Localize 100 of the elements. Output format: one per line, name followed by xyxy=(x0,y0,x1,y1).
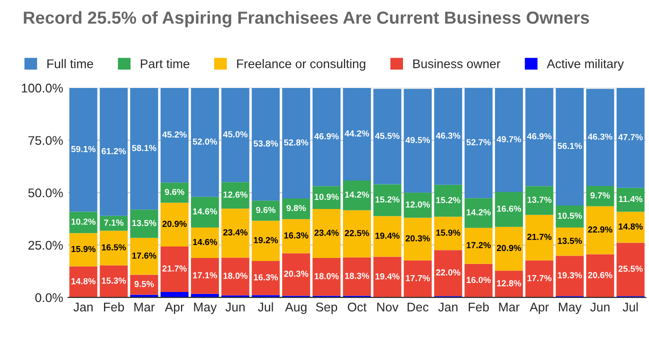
x-tick-label: Aug xyxy=(285,302,306,314)
data-label: 15.9% xyxy=(436,230,460,236)
data-label: 10.5% xyxy=(558,212,582,219)
data-label: 49.7% xyxy=(496,136,522,142)
data-label: 9.7% xyxy=(590,192,610,198)
x-tick-label: Feb xyxy=(468,302,489,312)
chart-title: Record 25.5% of Aspiring Franchisees Are Current Business Owners xyxy=(24,11,589,28)
data-label: 46.9% xyxy=(527,133,552,140)
data-label: 21.7% xyxy=(162,265,187,272)
data-label: 16.5% xyxy=(102,244,126,250)
x-tick-label: Jan xyxy=(73,302,93,312)
data-label: 47.7% xyxy=(618,134,643,140)
data-label: 19.3% xyxy=(558,272,582,278)
data-label: 16.6% xyxy=(497,206,522,212)
data-label: 9.6% xyxy=(164,188,184,196)
data-label: 14.2% xyxy=(466,209,491,216)
data-label: 7.1% xyxy=(104,220,124,226)
legend-label: Part time xyxy=(140,59,190,68)
data-label: 13.5% xyxy=(132,220,156,226)
data-label: 52.0% xyxy=(192,138,218,145)
data-label: 15.3% xyxy=(102,278,126,284)
data-label: 9.5% xyxy=(134,280,154,288)
data-label: 23.4% xyxy=(223,229,248,236)
data-label: 22.5% xyxy=(344,230,370,236)
y-tick-label: 75.0% xyxy=(28,136,63,145)
y-tick-label: 50.0% xyxy=(28,188,63,198)
data-label: 46.3% xyxy=(588,134,612,140)
data-label: 16.3% xyxy=(254,274,278,280)
data-label: 12.8% xyxy=(497,280,522,286)
data-label: 17.6% xyxy=(132,252,156,259)
data-label: 59.1% xyxy=(71,146,96,152)
legend-label: Business owner xyxy=(413,59,500,68)
data-label: 14.2% xyxy=(345,192,370,198)
data-label: 17.7% xyxy=(406,275,430,282)
data-label: 14.8% xyxy=(618,223,643,230)
data-label: 20.6% xyxy=(588,272,612,278)
data-label: 22.9% xyxy=(588,226,612,233)
data-label: 17.2% xyxy=(466,242,491,248)
data-label: 20.9% xyxy=(496,244,522,252)
data-label: 15.2% xyxy=(375,196,400,203)
data-label: 52.8% xyxy=(284,139,308,146)
data-label: 18.3% xyxy=(345,272,370,279)
data-label: 45.0% xyxy=(223,131,248,138)
data-label: 15.9% xyxy=(71,246,96,252)
data-label: 10.9% xyxy=(314,194,339,200)
data-label: 46.9% xyxy=(314,133,339,140)
x-tick-label: Jun xyxy=(590,302,610,312)
data-label: 17.7% xyxy=(528,275,552,282)
x-tick-label: Apr xyxy=(530,302,549,314)
x-tick-label: Jun xyxy=(225,302,245,312)
legend-label: Active military xyxy=(546,59,624,71)
data-label: 17.1% xyxy=(193,272,218,278)
y-tick-label: 0.0% xyxy=(35,293,63,302)
x-tick-label: Jan xyxy=(438,302,458,312)
data-label: 9.8% xyxy=(286,204,306,212)
data-label: 13.7% xyxy=(528,196,552,203)
data-label: 52.7% xyxy=(466,139,491,146)
x-tick-label: May xyxy=(558,302,582,314)
data-label: 12.0% xyxy=(406,201,430,208)
x-tick-label: Feb xyxy=(104,302,124,312)
y-tick-label: 25.0% xyxy=(28,240,63,250)
x-tick-label: Jul xyxy=(258,302,273,312)
data-label: 49.5% xyxy=(405,136,430,144)
data-label: 45.2% xyxy=(162,131,187,138)
data-label: 16.3% xyxy=(284,232,308,239)
data-label: 45.5% xyxy=(375,132,400,139)
data-label: 25.5% xyxy=(618,266,643,272)
data-label: 15.2% xyxy=(436,196,460,204)
data-label: 21.7% xyxy=(527,234,552,240)
data-label: 12.6% xyxy=(223,192,248,198)
legend-label: Freelance or consulting xyxy=(237,59,366,71)
data-label: 58.1% xyxy=(132,144,156,152)
data-label: 14.8% xyxy=(71,278,96,284)
data-label: 61.2% xyxy=(102,148,126,154)
data-label: 20.3% xyxy=(406,235,430,242)
x-tick-label: Dec xyxy=(408,302,429,312)
y-tick-label: 100.0% xyxy=(22,84,63,93)
data-label: 20.9% xyxy=(162,220,187,227)
data-label: 20.3% xyxy=(284,270,308,277)
data-label: 56.1% xyxy=(558,142,582,150)
data-label: 10.2% xyxy=(71,218,96,225)
data-label: 14.6% xyxy=(193,238,218,246)
x-tick-label: Oct xyxy=(348,302,367,312)
data-label: 44.2% xyxy=(344,130,370,137)
data-label: 53.8% xyxy=(254,140,278,147)
data-label: 18.0% xyxy=(314,273,339,280)
data-label: 16.0% xyxy=(466,276,491,284)
data-label: 19.2% xyxy=(254,237,278,244)
x-tick-label: Jul xyxy=(622,302,638,312)
x-tick-label: Nov xyxy=(377,302,398,312)
data-label: 22.0% xyxy=(436,269,460,276)
data-label: 18.0% xyxy=(223,272,248,279)
data-label: 19.4% xyxy=(375,232,400,239)
data-label: 46.3% xyxy=(436,132,460,139)
x-tick-label: Apr xyxy=(164,302,184,314)
x-tick-label: Mar xyxy=(499,302,520,312)
data-label: 13.5% xyxy=(558,238,582,244)
legend-label: Full time xyxy=(47,59,94,68)
data-label: 23.4% xyxy=(314,230,339,236)
data-label: 9.6% xyxy=(256,206,276,214)
